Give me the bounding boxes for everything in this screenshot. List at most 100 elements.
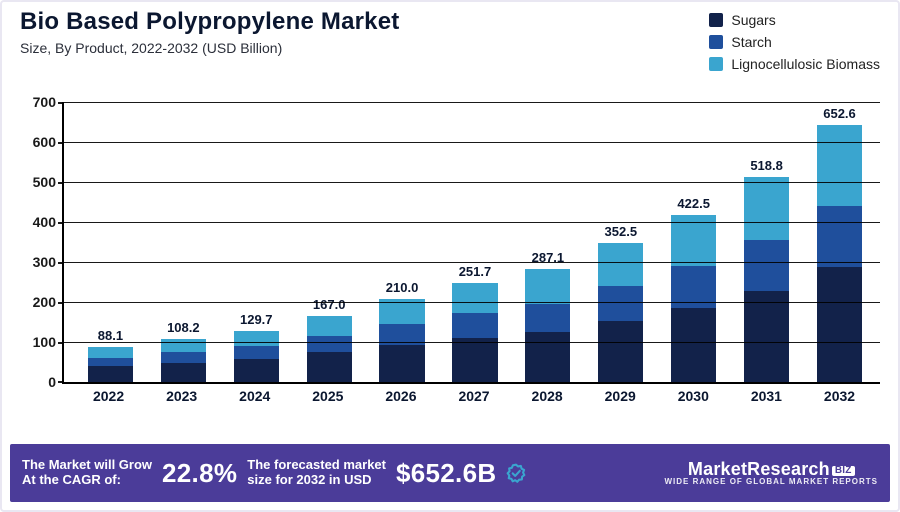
gridline	[64, 342, 880, 343]
y-axis-label: 400	[33, 214, 56, 230]
bar-total-label: 352.5	[598, 224, 643, 239]
segment-sugars	[817, 267, 862, 382]
gridline	[64, 222, 880, 223]
segment-biomass	[234, 331, 279, 346]
gridline	[64, 182, 880, 183]
header: Bio Based Polypropylene Market Size, By …	[20, 8, 880, 72]
footer-logo-text: MarketResearch	[688, 460, 830, 478]
footer-cagr-line1: The Market will Grow	[22, 458, 152, 473]
footer-cagr-value: 22.8%	[162, 458, 237, 489]
footer-cagr-text: The Market will Grow At the CAGR of:	[22, 458, 152, 488]
footer-banner: The Market will Grow At the CAGR of: 22.…	[10, 444, 890, 502]
x-axis-label: 2032	[803, 388, 876, 404]
y-axis-label: 200	[33, 294, 56, 310]
bar: 518.8	[744, 106, 789, 382]
segment-sugars	[525, 332, 570, 382]
segment-starch	[307, 336, 352, 353]
y-axis-label: 0	[48, 374, 56, 390]
gridline	[64, 142, 880, 143]
bar-total-label: 167.0	[307, 297, 352, 312]
x-axis-label: 2027	[437, 388, 510, 404]
bar: 287.1	[525, 106, 570, 382]
bar: 251.7	[452, 106, 497, 382]
segment-starch	[161, 352, 206, 363]
plot-area: 88.1 108.2 129.7 167.0 210.0 251.7 287.1 352.5 4…	[62, 102, 880, 384]
x-axis-label: 2025	[291, 388, 364, 404]
segment-biomass	[452, 283, 497, 313]
footer-forecast-line2: size for 2032 in USD	[247, 473, 386, 488]
bar: 167.0	[307, 106, 352, 382]
bar-column: 287.1	[511, 106, 584, 382]
segment-biomass	[671, 215, 716, 266]
bar-total-label: 251.7	[452, 264, 497, 279]
legend-item: Starch	[709, 34, 880, 50]
legend-label: Sugars	[731, 12, 775, 28]
bar: 210.0	[379, 106, 424, 382]
segment-starch	[88, 358, 133, 367]
footer-logo-main: MarketResearch BIZ	[688, 460, 855, 478]
legend: Sugars Starch Lignocellulosic Biomass	[709, 12, 880, 72]
chart-area: 88.1 108.2 129.7 167.0 210.0 251.7 287.1 352.5 4…	[62, 102, 880, 410]
bars-container: 88.1 108.2 129.7 167.0 210.0 251.7 287.1 352.5 4…	[74, 106, 876, 382]
bar: 88.1	[88, 106, 133, 382]
footer-logo: MarketResearch BIZ WIDE RANGE OF GLOBAL …	[664, 460, 878, 486]
footer-cagr-block: The Market will Grow At the CAGR of: 22.…	[22, 458, 237, 489]
bar-total-label: 652.6	[817, 106, 862, 121]
y-axis-label: 100	[33, 334, 56, 350]
segment-sugars	[452, 338, 497, 382]
bar-total-label: 422.5	[671, 196, 716, 211]
segment-biomass	[307, 316, 352, 336]
legend-swatch	[709, 35, 723, 49]
bar: 652.6	[817, 106, 862, 382]
bar-column: 210.0	[366, 106, 439, 382]
footer-logo-sub: WIDE RANGE OF GLOBAL MARKET REPORTS	[664, 478, 878, 486]
segment-starch	[452, 313, 497, 338]
chart-title: Bio Based Polypropylene Market	[20, 8, 399, 36]
bar: 129.7	[234, 106, 279, 382]
bar-total-label: 129.7	[234, 312, 279, 327]
bar-total-label: 210.0	[379, 280, 424, 295]
segment-sugars	[88, 366, 133, 382]
bar: 422.5	[671, 106, 716, 382]
gridline	[64, 262, 880, 263]
footer-logo-tag: BIZ	[832, 466, 855, 476]
bar: 352.5	[598, 106, 643, 382]
segment-starch	[234, 346, 279, 359]
chart-frame: { "header": { "title": "Bio Based Polypr…	[0, 0, 900, 512]
y-axis-label: 500	[33, 174, 56, 190]
legend-item: Lignocellulosic Biomass	[709, 56, 880, 72]
x-axis-label: 2023	[145, 388, 218, 404]
bar-column: 167.0	[293, 106, 366, 382]
segment-starch	[525, 304, 570, 332]
segment-starch	[817, 206, 862, 267]
legend-label: Lignocellulosic Biomass	[731, 56, 880, 72]
bar-column: 652.6	[803, 106, 876, 382]
legend-swatch	[709, 57, 723, 71]
bar-column: 251.7	[439, 106, 512, 382]
footer-forecast-line1: The forecasted market	[247, 458, 386, 473]
bar-total-label: 518.8	[744, 158, 789, 173]
segment-biomass	[598, 243, 643, 286]
segment-biomass	[88, 347, 133, 357]
bar-column: 352.5	[584, 106, 657, 382]
segment-sugars	[671, 308, 716, 382]
segment-starch	[744, 240, 789, 291]
x-axis-label: 2026	[364, 388, 437, 404]
bar-column: 108.2	[147, 106, 220, 382]
x-axis-labels: 2022202320242025202620272028202920302031…	[72, 388, 876, 410]
legend-label: Starch	[731, 34, 771, 50]
segment-starch	[598, 286, 643, 321]
y-axis-label: 300	[33, 254, 56, 270]
gridline	[64, 102, 880, 103]
segment-sugars	[598, 321, 643, 383]
segment-biomass	[817, 125, 862, 206]
x-axis-label: 2022	[72, 388, 145, 404]
y-axis-label: 700	[33, 94, 56, 110]
y-axis-label: 600	[33, 134, 56, 150]
gridline	[64, 302, 880, 303]
bar-column: 518.8	[730, 106, 803, 382]
x-axis-label: 2029	[584, 388, 657, 404]
segment-biomass	[525, 269, 570, 304]
segment-sugars	[234, 359, 279, 382]
title-block: Bio Based Polypropylene Market Size, By …	[20, 8, 399, 56]
